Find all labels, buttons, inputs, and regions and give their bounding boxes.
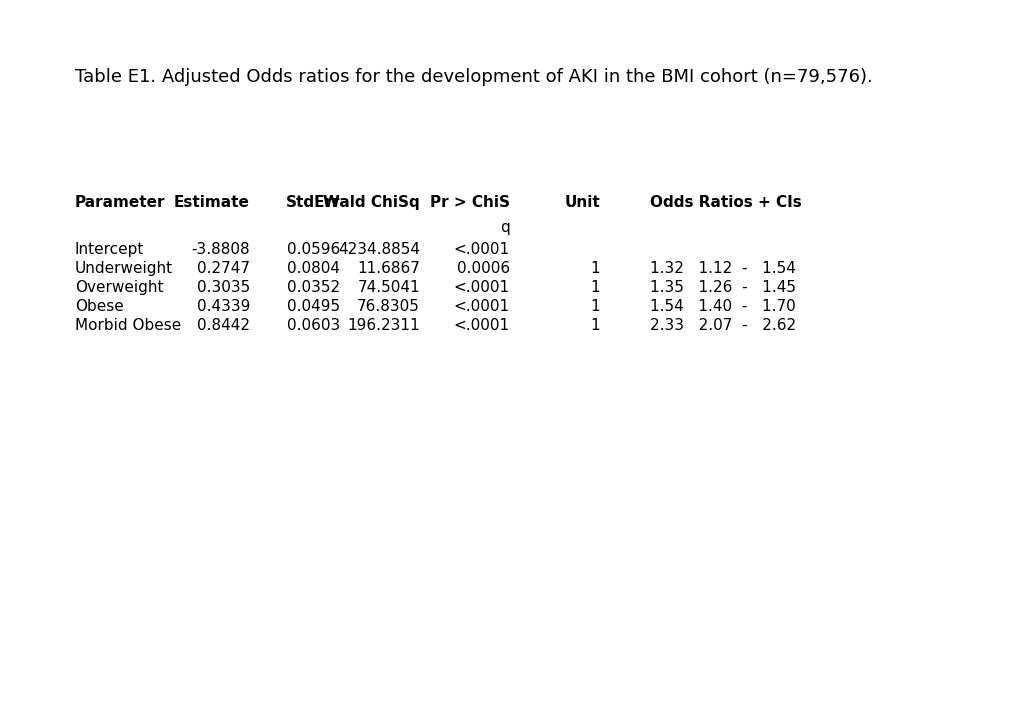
Text: 0.0596: 0.0596 xyxy=(286,242,339,257)
Text: -3.8808: -3.8808 xyxy=(192,242,250,257)
Text: Parameter: Parameter xyxy=(75,195,165,210)
Text: Unit: Unit xyxy=(564,195,599,210)
Text: <.0001: <.0001 xyxy=(453,280,510,295)
Text: Morbid Obese: Morbid Obese xyxy=(75,318,181,333)
Text: 0.0006: 0.0006 xyxy=(457,261,510,276)
Text: 1: 1 xyxy=(590,318,599,333)
Text: 1: 1 xyxy=(590,261,599,276)
Text: Underweight: Underweight xyxy=(75,261,173,276)
Text: 11.6867: 11.6867 xyxy=(357,261,420,276)
Text: q: q xyxy=(499,220,510,235)
Text: Wald ChiSq: Wald ChiSq xyxy=(323,195,420,210)
Text: <.0001: <.0001 xyxy=(453,318,510,333)
Text: 4234.8854: 4234.8854 xyxy=(337,242,420,257)
Text: 1.35   1.26  -   1.45: 1.35 1.26 - 1.45 xyxy=(649,280,795,295)
Text: 0.3035: 0.3035 xyxy=(197,280,250,295)
Text: 2.33   2.07  -   2.62: 2.33 2.07 - 2.62 xyxy=(649,318,796,333)
Text: <.0001: <.0001 xyxy=(453,242,510,257)
Text: Obese: Obese xyxy=(75,299,123,314)
Text: 1.32   1.12  -   1.54: 1.32 1.12 - 1.54 xyxy=(649,261,795,276)
Text: Table E1. Adjusted Odds ratios for the development of AKI in the BMI cohort (n=7: Table E1. Adjusted Odds ratios for the d… xyxy=(75,68,872,86)
Text: 0.2747: 0.2747 xyxy=(197,261,250,276)
Text: 74.5041: 74.5041 xyxy=(357,280,420,295)
Text: 0.0804: 0.0804 xyxy=(286,261,339,276)
Text: 196.2311: 196.2311 xyxy=(347,318,420,333)
Text: 0.0603: 0.0603 xyxy=(286,318,339,333)
Text: 1: 1 xyxy=(590,280,599,295)
Text: Pr > ChiS: Pr > ChiS xyxy=(430,195,510,210)
Text: 76.8305: 76.8305 xyxy=(357,299,420,314)
Text: 1.54   1.40  -   1.70: 1.54 1.40 - 1.70 xyxy=(649,299,795,314)
Text: 0.0495: 0.0495 xyxy=(286,299,339,314)
Text: Intercept: Intercept xyxy=(75,242,145,257)
Text: Estimate: Estimate xyxy=(174,195,250,210)
Text: Odds Ratios + CIs: Odds Ratios + CIs xyxy=(649,195,801,210)
Text: StdErr: StdErr xyxy=(285,195,339,210)
Text: <.0001: <.0001 xyxy=(453,299,510,314)
Text: 0.4339: 0.4339 xyxy=(197,299,250,314)
Text: 0.8442: 0.8442 xyxy=(197,318,250,333)
Text: 0.0352: 0.0352 xyxy=(286,280,339,295)
Text: Overweight: Overweight xyxy=(75,280,163,295)
Text: 1: 1 xyxy=(590,299,599,314)
